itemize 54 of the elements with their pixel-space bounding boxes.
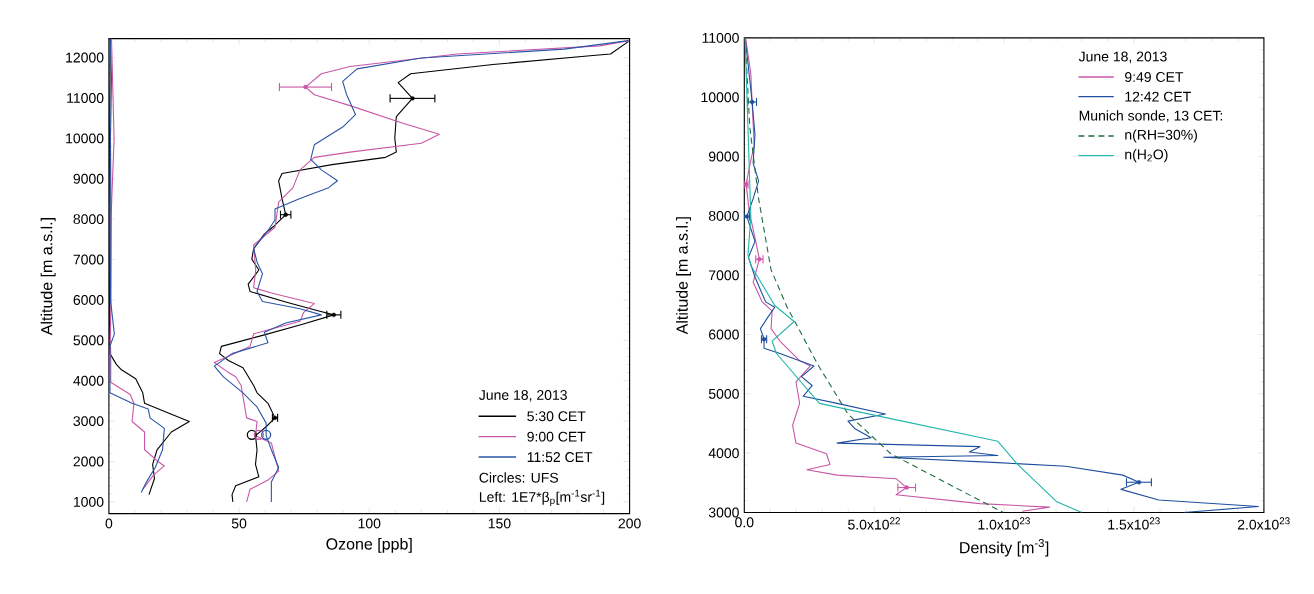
y-axis-title: Altitude [m a.s.l.] <box>676 217 691 335</box>
y-tick-label: 10000 <box>66 133 104 144</box>
y-tick-label: 4000 <box>708 448 739 459</box>
legend-label: 9:00 CET <box>527 431 586 442</box>
x-axis-title: Ozone [ppb] <box>326 537 412 553</box>
x-tick-label: 150 <box>488 518 511 529</box>
x-tick-label: 200 <box>618 518 641 529</box>
y-tick-label: 8000 <box>73 214 104 225</box>
legend-label: n(RH=30%) <box>1125 129 1197 143</box>
point <box>253 429 265 440</box>
legend-label: 5:30 CET <box>527 411 586 422</box>
y-tick-label: 5000 <box>73 335 104 346</box>
y-tick-label: 11000 <box>67 93 104 103</box>
x-tick-label: 1.0x10$^{23}$ <box>978 517 1030 530</box>
x-tick-label: 0.0 <box>735 517 754 528</box>
point <box>331 312 337 318</box>
x-tick-label: 100 <box>358 518 381 529</box>
x-tick-label: 1.5x10$^{23}$ <box>1108 517 1160 530</box>
legend-label: n(H$_{2}$O) <box>1125 149 1168 163</box>
y-tick-label: 4000 <box>73 375 104 386</box>
y-tick-label: 7000 <box>73 254 104 265</box>
y-tick-label: 8000 <box>708 210 739 221</box>
legend-title: June 18, 2013 <box>1078 51 1167 64</box>
y-tick-label: 2000 <box>73 456 104 467</box>
legend-label: 9:49 CET <box>1125 72 1184 82</box>
legend-label: 12:42 CET <box>1125 91 1191 102</box>
x-tick-label: 50 <box>231 518 247 529</box>
y-tick-label: 9000 <box>708 151 739 162</box>
point <box>410 96 415 101</box>
point <box>246 429 257 440</box>
x-axis-title: Density [m$^{-3}$] <box>960 539 1049 557</box>
y-tick-label: 3000 <box>708 507 739 518</box>
annotation: Munich sonde, 13 CET: <box>1079 110 1223 123</box>
y-tick-label: 10000 <box>701 92 739 103</box>
x-tick-label: 0 <box>105 518 113 529</box>
y-tick-label: 6000 <box>709 329 739 340</box>
annotation: Circles: UFS <box>479 472 559 483</box>
y-tick-label: 5000 <box>708 388 739 399</box>
x-tick-label: 2.0x10$^{23}$ <box>1237 517 1290 530</box>
y-tick-label: 3000 <box>73 416 104 427</box>
x-tick-label: 5.0x10$^{22}$ <box>848 517 900 530</box>
legend-title: June 18, 2013 <box>479 390 567 402</box>
y-tick-label: 7000 <box>709 270 739 281</box>
y-tick-label: 6000 <box>73 294 104 305</box>
point <box>283 212 288 217</box>
point <box>261 429 272 440</box>
y-tick-label: 12000 <box>66 52 104 63</box>
y-tick-label: 1000 <box>73 496 104 507</box>
point <box>303 84 308 90</box>
y-tick-label: 9000 <box>73 173 104 184</box>
annotation: Left: 1E7*β$_{p}$[m$^{-1}$sr$^{-1}$] <box>479 489 605 506</box>
y-tick-label: 11000 <box>702 32 739 43</box>
legend-label: 11:52 CET <box>527 452 593 463</box>
y-axis-title: Altitude [m a.s.l.] <box>40 218 56 336</box>
